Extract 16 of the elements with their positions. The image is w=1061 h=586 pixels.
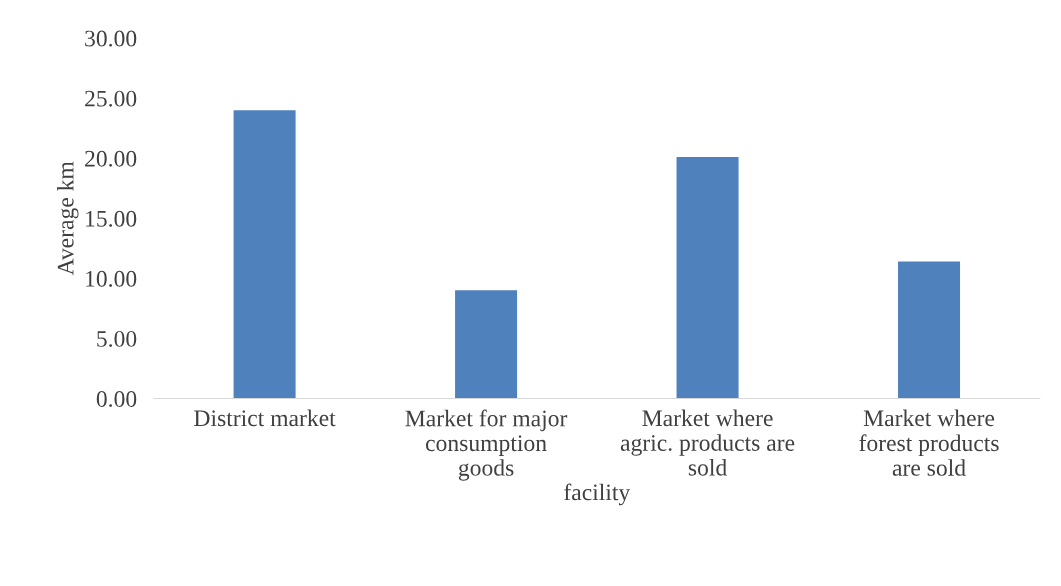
bar bbox=[455, 290, 518, 399]
bar bbox=[898, 261, 961, 399]
x-tick-label: Market where forest products are sold bbox=[859, 409, 999, 476]
x-tick-label: Market where agric. products are sold bbox=[620, 409, 795, 476]
y-tick-label: 10.00 bbox=[86, 270, 137, 287]
y-tick-label: 20.00 bbox=[85, 150, 137, 167]
y-tick-label: 5.00 bbox=[97, 330, 137, 347]
y-tick-label: 0.00 bbox=[96, 390, 137, 408]
x-axis-title: facility bbox=[564, 483, 631, 506]
y-tick-label: 25.00 bbox=[85, 90, 137, 107]
x-tick-label: District market bbox=[194, 409, 336, 427]
bar bbox=[676, 157, 739, 399]
y-tick-label: 30.00 bbox=[85, 30, 137, 47]
y-tick-label: 15.00 bbox=[86, 210, 137, 227]
bar bbox=[233, 110, 296, 399]
y-axis-title: Average km bbox=[57, 161, 79, 276]
